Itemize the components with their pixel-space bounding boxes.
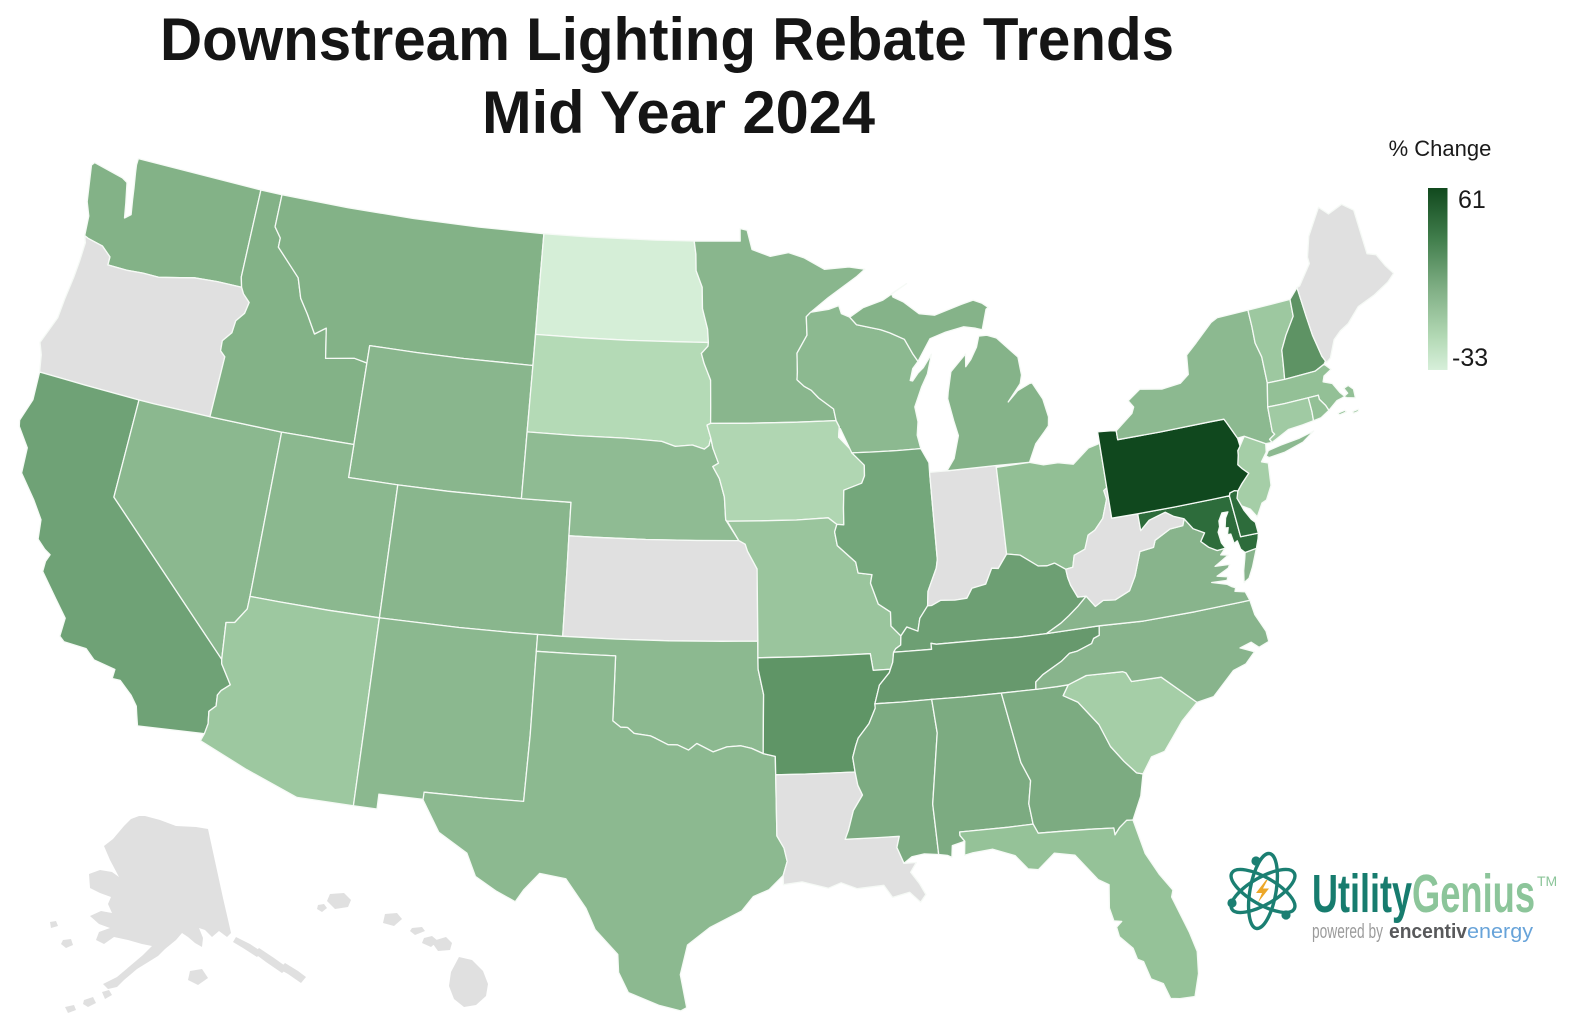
svg-text:-33: -33 [1452,344,1488,372]
svg-text:61: 61 [1458,186,1486,214]
svg-text:Utility: Utility [1312,864,1412,924]
svg-text:Mid Year 2024: Mid Year 2024 [482,79,876,146]
svg-text:Downstream Lighting Rebate Tre: Downstream Lighting Rebate Trends [160,6,1174,73]
svg-text:powered by: powered by [1312,921,1383,943]
svg-text:TM: TM [1537,873,1557,889]
svg-text:% Change: % Change [1389,136,1492,161]
svg-text:encentiv: encentiv [1389,921,1468,943]
svg-text:energy: energy [1467,921,1533,943]
svg-text:Genius: Genius [1412,864,1535,924]
